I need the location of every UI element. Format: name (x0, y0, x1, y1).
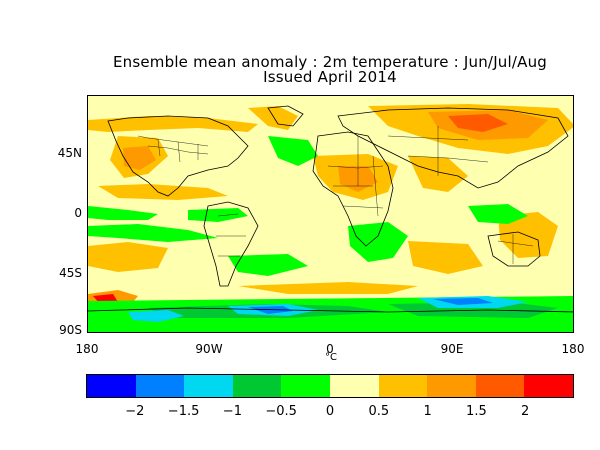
colorbar (86, 374, 574, 398)
unit-label: °C (325, 352, 337, 363)
colorbar-swatch (427, 375, 476, 397)
colorbar-swatch (184, 375, 233, 397)
colorbar-swatch (524, 375, 573, 397)
colorbar-swatch (378, 375, 428, 397)
y-tick-0: 0 (74, 206, 82, 220)
x-tick-90w: 90W (195, 342, 223, 356)
map-subtitle: Issued April 2014 (263, 68, 397, 86)
colorbar-label: −1.5 (167, 404, 200, 419)
coastlines (88, 105, 573, 313)
x-tick-0: 0 (326, 342, 334, 356)
y-tick-90s: 90S (59, 323, 82, 337)
y-tick-45n: 45N (57, 146, 82, 160)
colorbar-label: −2 (125, 404, 145, 419)
colorbar-label: −0.5 (265, 404, 297, 419)
colorbar-swatch (232, 375, 282, 397)
colorbar-swatch (87, 375, 136, 397)
anomaly-map (87, 95, 574, 333)
colorbar-swatch (281, 375, 330, 397)
colorbar-swatch (475, 375, 525, 397)
colorbar-swatch (135, 375, 185, 397)
y-tick-45s: 45S (59, 266, 82, 280)
colorbar-label: 0.5 (368, 404, 390, 419)
colorbar-label: 2 (521, 404, 530, 419)
colorbar-label: −1 (222, 404, 242, 419)
x-tick-180e: 180 (561, 342, 585, 356)
colorbar-swatch (329, 375, 379, 397)
colorbar-label: 0 (325, 404, 335, 419)
cold-anomaly-areas (128, 296, 528, 322)
map-title: Ensemble mean anomaly : 2m temperature :… (112, 53, 548, 71)
x-tick-90e: 90E (440, 342, 464, 356)
x-tick-180w: 180 (75, 342, 99, 356)
colorbar-label: 1.5 (466, 404, 487, 419)
borders (137, 126, 534, 264)
colorbar-label: 1 (423, 404, 432, 419)
